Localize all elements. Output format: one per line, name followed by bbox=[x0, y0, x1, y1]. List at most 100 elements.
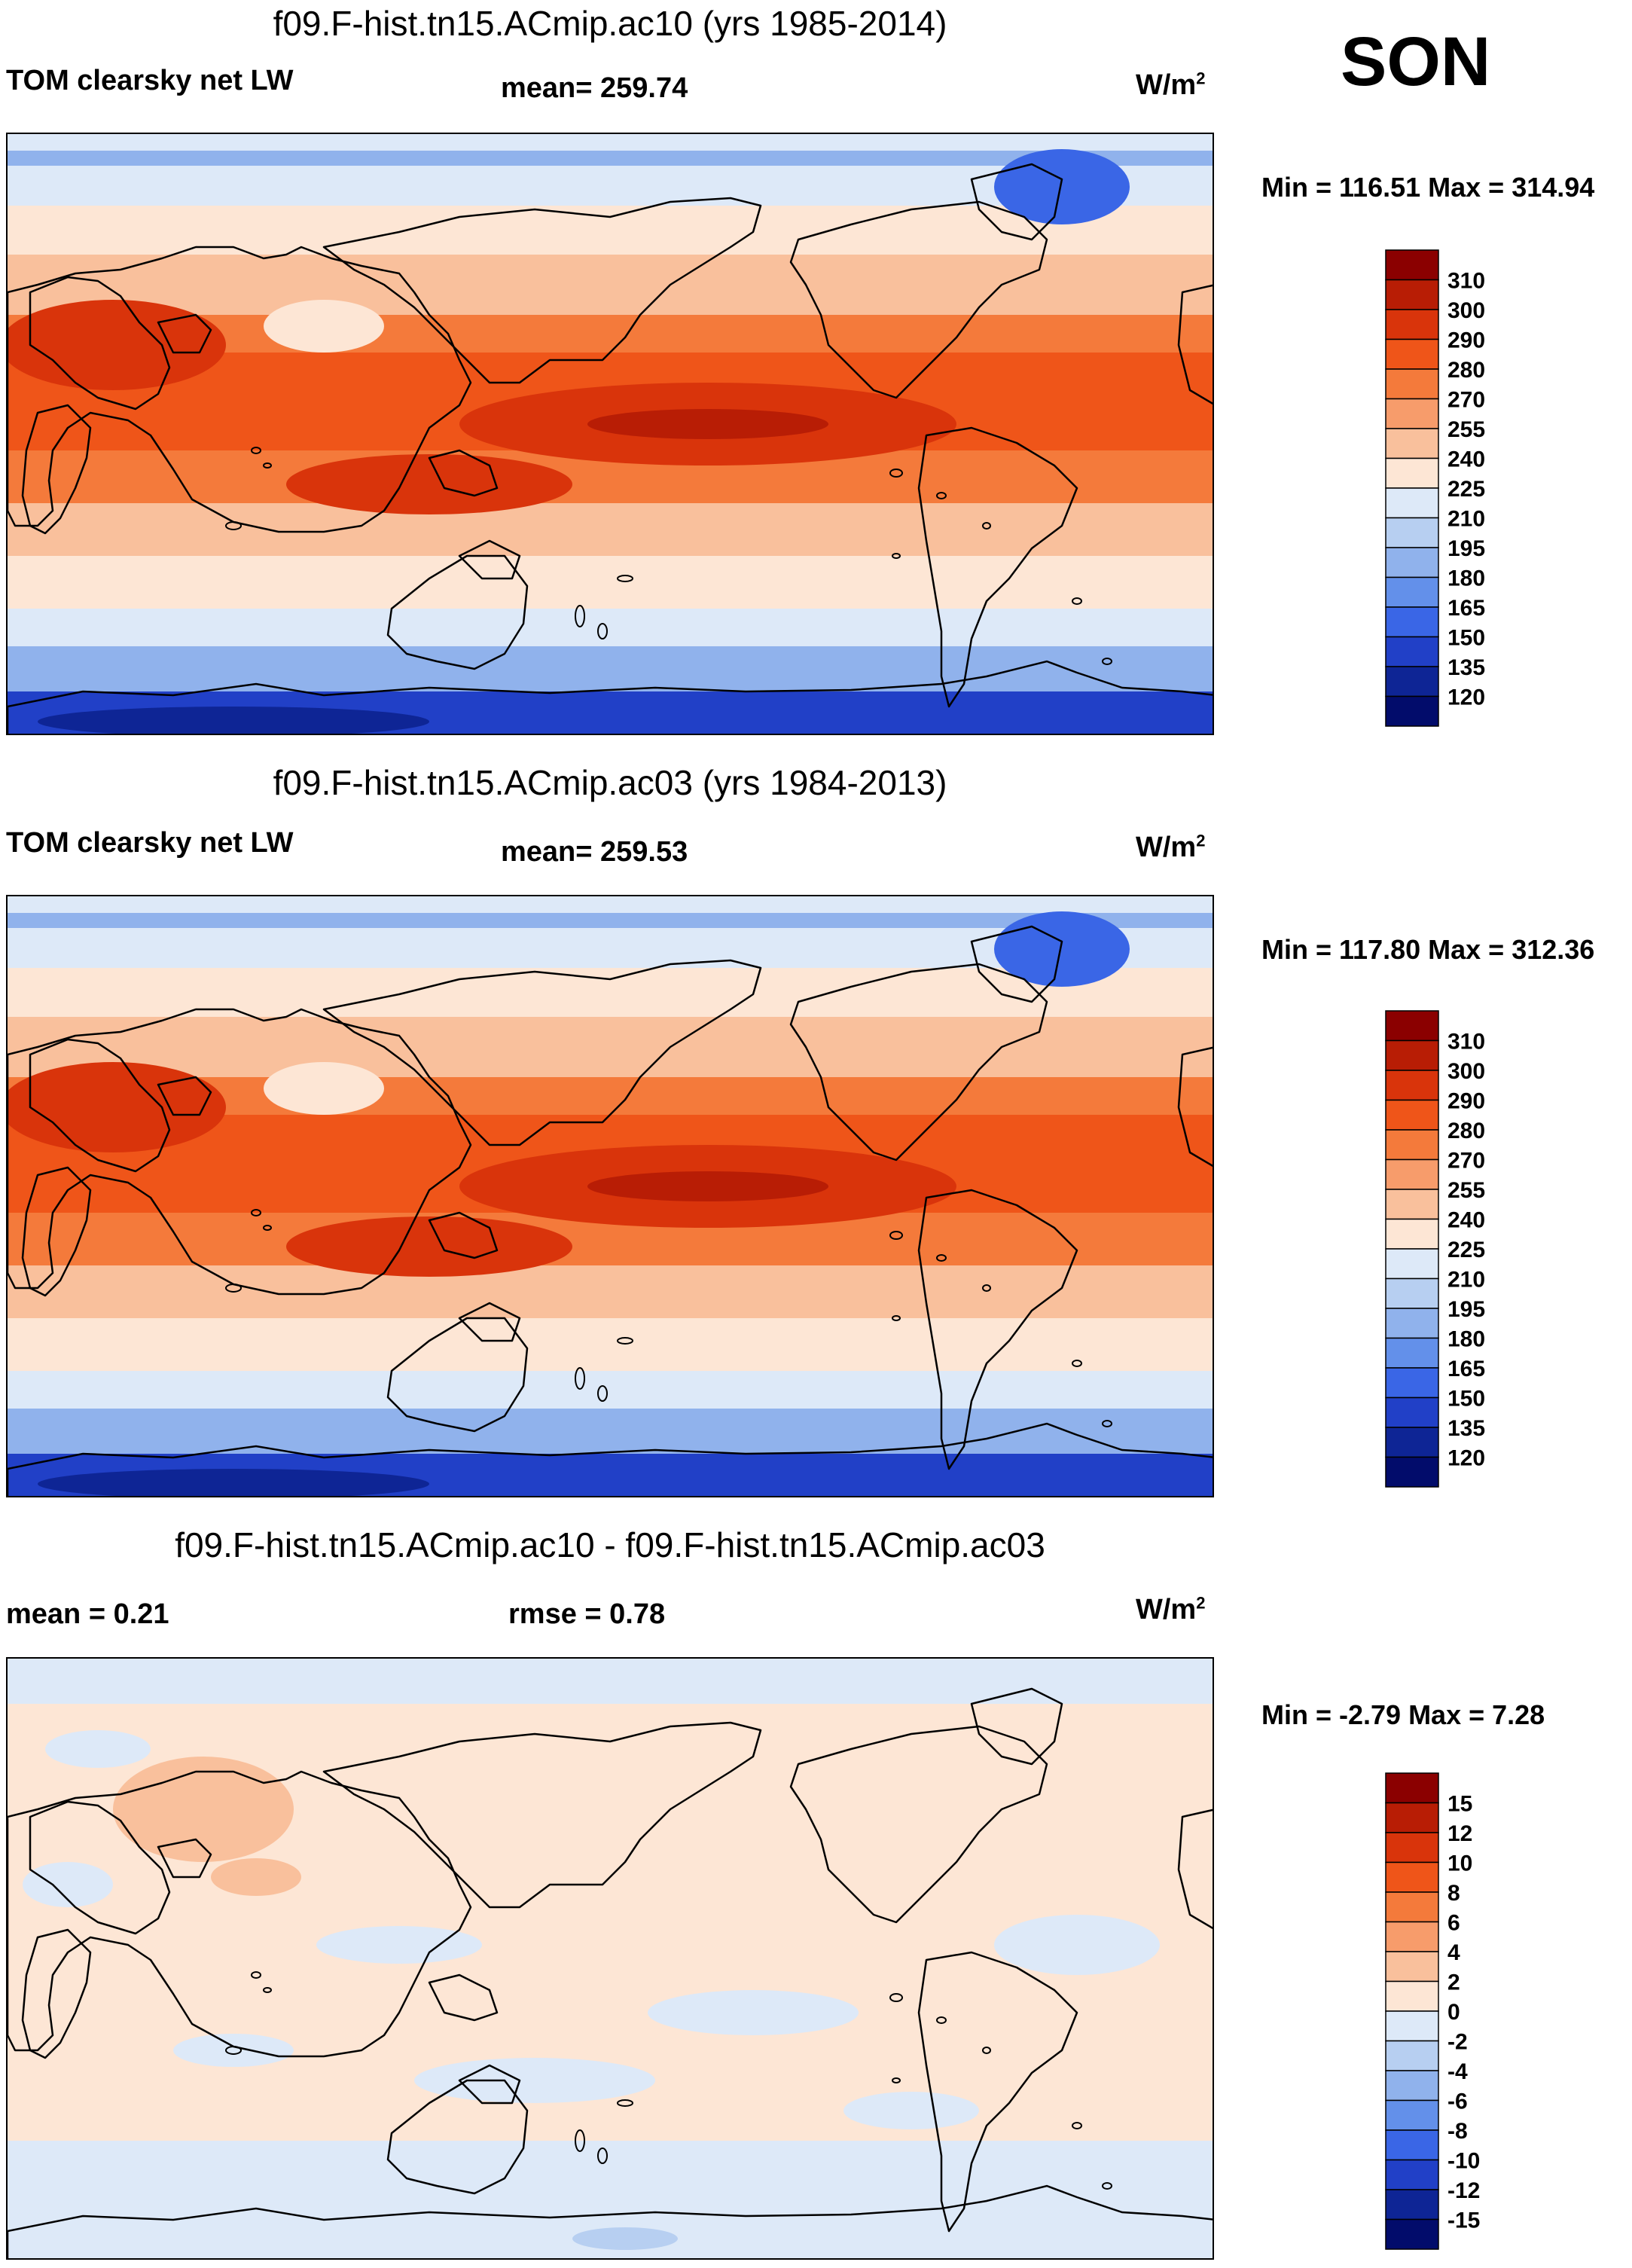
field-patch bbox=[994, 1915, 1160, 1975]
colorbar-tick-label: 135 bbox=[1447, 655, 1485, 680]
colorbar-tick-label: 6 bbox=[1447, 1911, 1460, 1936]
colorbar-swatch bbox=[1385, 1951, 1439, 1983]
island-coastline bbox=[597, 2147, 608, 2164]
colorbar-swatch bbox=[1385, 368, 1439, 400]
island-coastline bbox=[597, 623, 608, 639]
colorbar-swatch bbox=[1385, 1980, 1439, 2012]
island-coastline bbox=[575, 2129, 585, 2152]
colorbar-swatch bbox=[1385, 457, 1439, 489]
island-coastline bbox=[597, 1385, 608, 1402]
coastline bbox=[8, 246, 472, 533]
colorbar-swatch bbox=[1385, 1367, 1439, 1399]
colorbar-swatch bbox=[1385, 309, 1439, 340]
field-patch bbox=[648, 1990, 859, 2035]
field-core bbox=[286, 1216, 572, 1277]
island-coastline bbox=[251, 447, 261, 454]
colorbar-swatch bbox=[1385, 1070, 1439, 1101]
island-coastline bbox=[617, 575, 633, 582]
colorbar-tick-label: 0 bbox=[1447, 2000, 1460, 2025]
field-band bbox=[8, 151, 1213, 166]
panel1-mean: mean= 259.74 bbox=[501, 72, 688, 104]
field-deep bbox=[587, 409, 828, 439]
field-patch bbox=[23, 1862, 113, 1907]
colorbar-swatch bbox=[1385, 1832, 1439, 1864]
colorbar-tick-label: 280 bbox=[1447, 1119, 1485, 1143]
island-coastline bbox=[575, 1367, 585, 1390]
island-coastline bbox=[892, 553, 901, 559]
coastline bbox=[1177, 1046, 1213, 1168]
island-coastline bbox=[1102, 1420, 1112, 1427]
panel3-units: W/m2 bbox=[1136, 1593, 1206, 1625]
field-antarctic-deep bbox=[38, 707, 429, 734]
field-antarctic-deep bbox=[38, 1469, 429, 1496]
island-coastline bbox=[1072, 1360, 1082, 1367]
antarctica-coastline bbox=[8, 660, 1213, 734]
colorbar-swatch bbox=[1385, 1802, 1439, 1833]
colorbar-tick-label: 4 bbox=[1447, 1940, 1460, 1965]
field-core bbox=[8, 300, 226, 390]
colorbar-swatch bbox=[1385, 1129, 1439, 1161]
colorbar-swatch bbox=[1385, 1158, 1439, 1190]
coastline bbox=[157, 1838, 212, 1879]
island-coastline bbox=[889, 1231, 903, 1240]
colorbar-tick-label: 10 bbox=[1447, 1851, 1472, 1876]
island-coastline bbox=[617, 1337, 633, 1345]
colorbar-tick-label: 300 bbox=[1447, 1059, 1485, 1084]
colorbar-tick-label: 210 bbox=[1447, 507, 1485, 532]
panel2-colorbar: 310 300 290 280 270 255 240 225 210 195 180 165 150 1… bbox=[1385, 1010, 1506, 1493]
colorbar-swatch bbox=[1385, 547, 1439, 578]
field-core bbox=[286, 454, 572, 514]
colorbar-tick-label: 255 bbox=[1447, 417, 1485, 442]
colorbar-tick-label: 8 bbox=[1447, 1881, 1460, 1906]
colorbar-tick-label: 290 bbox=[1447, 328, 1485, 353]
colorbar-tick-label: 310 bbox=[1447, 269, 1485, 294]
coastline bbox=[789, 1725, 1048, 1924]
island-coastline bbox=[982, 1284, 991, 1292]
coastline bbox=[21, 404, 92, 535]
panel2-variable: TOM clearsky net LW bbox=[6, 827, 294, 859]
panel1-colorbar: 310 300 290 280 270 255 240 225 210 195 180 165 150 1… bbox=[1385, 249, 1506, 732]
colorbar-tick-label: 225 bbox=[1447, 477, 1485, 502]
panel3-map bbox=[6, 1657, 1214, 2260]
field-tibet bbox=[264, 300, 384, 353]
coastline bbox=[789, 963, 1048, 1161]
field-band bbox=[8, 1659, 1213, 1704]
island-coastline bbox=[892, 1315, 901, 1321]
island-coastline bbox=[1102, 2182, 1112, 2190]
island-coastline bbox=[936, 492, 947, 499]
field-band bbox=[8, 134, 1213, 151]
coastline bbox=[322, 197, 762, 384]
island-coastline bbox=[982, 522, 991, 530]
island-coastline bbox=[1102, 658, 1112, 665]
island-coastline bbox=[225, 1284, 242, 1293]
coastline bbox=[428, 449, 499, 497]
panel1-units: W/m2 bbox=[1136, 69, 1206, 101]
field-band bbox=[8, 503, 1213, 556]
colorbar-swatch bbox=[1385, 1772, 1439, 1804]
field-patch bbox=[316, 1926, 482, 1964]
colorbar-swatch bbox=[1385, 279, 1439, 310]
island-coastline bbox=[225, 2046, 242, 2055]
colorbar-tick-label: 120 bbox=[1447, 1446, 1485, 1471]
coastline bbox=[21, 1928, 92, 2059]
coastline bbox=[8, 1008, 472, 1296]
colorbar-swatch bbox=[1385, 517, 1439, 548]
island-coastline bbox=[617, 2099, 633, 2107]
colorbar-tick-label: 270 bbox=[1447, 388, 1485, 413]
colorbar-swatch bbox=[1385, 428, 1439, 459]
coastline bbox=[970, 925, 1063, 1003]
coastline bbox=[386, 554, 529, 670]
coastline bbox=[458, 539, 521, 580]
colorbar-swatch bbox=[1385, 249, 1439, 281]
field-patch bbox=[843, 2092, 979, 2129]
colorbar-tick-label: 2 bbox=[1447, 1970, 1460, 1995]
colorbar-swatch bbox=[1385, 338, 1439, 370]
field-band bbox=[8, 556, 1213, 609]
panel2-mean: mean= 259.53 bbox=[501, 836, 688, 868]
panel1-map bbox=[6, 133, 1214, 735]
colorbar-tick-label: 150 bbox=[1447, 626, 1485, 651]
colorbar-tick-label: 135 bbox=[1447, 1416, 1485, 1441]
colorbar-swatch bbox=[1385, 1039, 1439, 1071]
field-patch bbox=[572, 2227, 678, 2250]
island-coastline bbox=[263, 1987, 272, 1993]
